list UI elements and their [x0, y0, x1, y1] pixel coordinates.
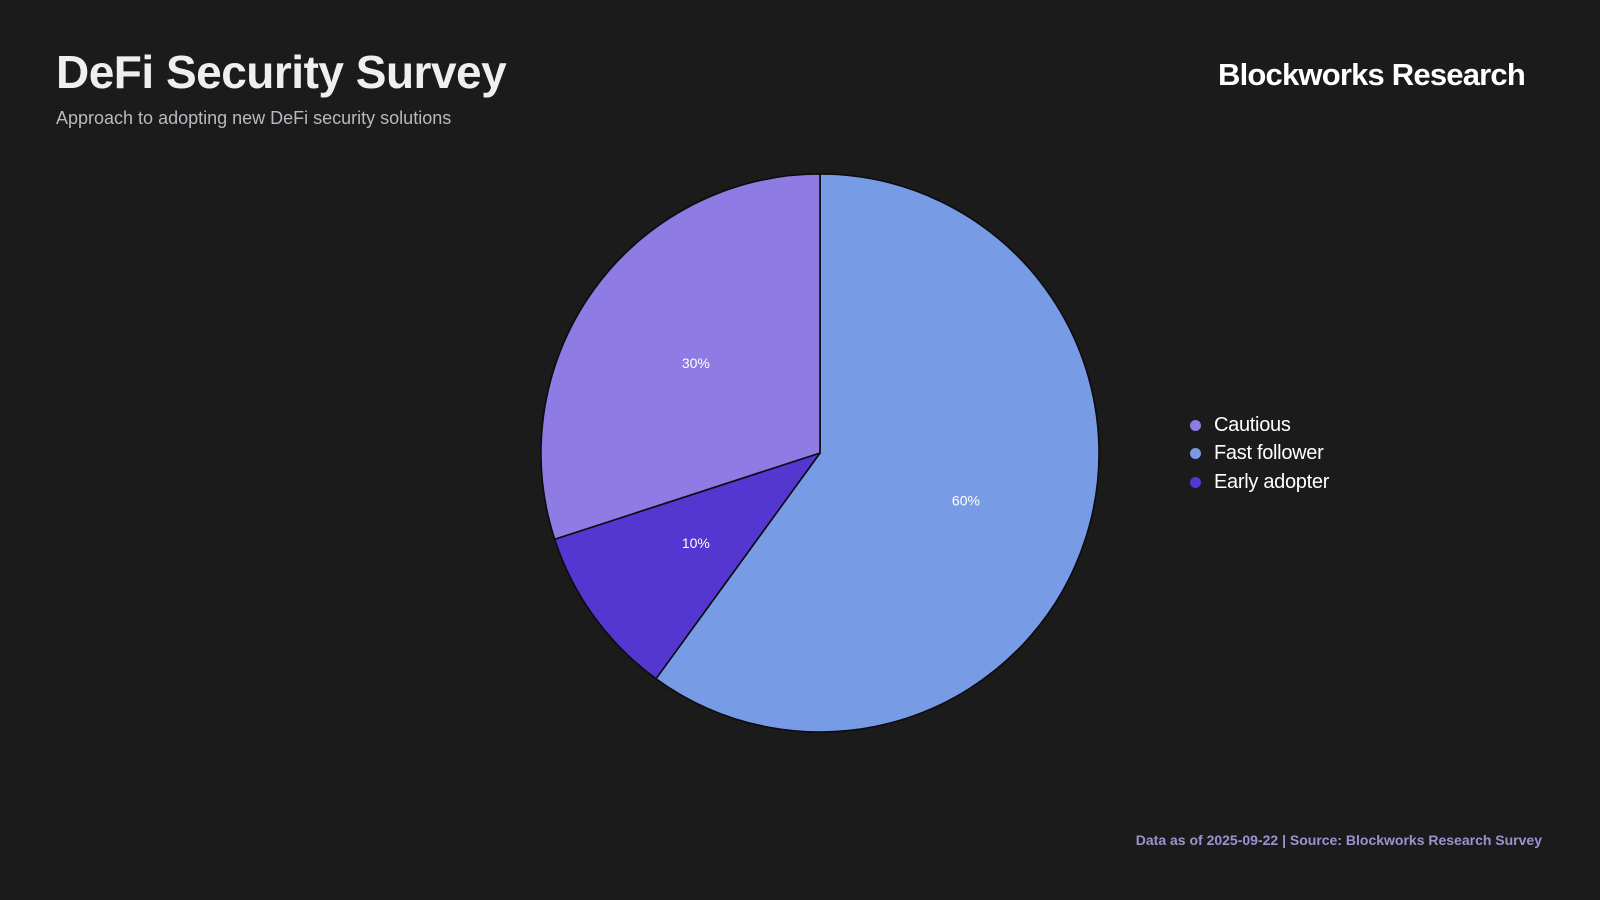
legend-label-cautious: Cautious — [1214, 413, 1291, 436]
legend-item-early-adopter[interactable]: Early adopter — [1190, 468, 1329, 497]
legend-item-fast-follower[interactable]: Fast follower — [1190, 440, 1329, 469]
legend-swatch-cautious — [1190, 419, 1201, 431]
legend: Cautious Fast follower Early adopter — [1190, 411, 1329, 497]
pie-label-early-adopter: 10% — [682, 535, 710, 551]
pie-slices — [540, 173, 1100, 733]
legend-item-cautious[interactable]: Cautious — [1190, 411, 1329, 440]
legend-swatch-fast-follower — [1190, 448, 1201, 460]
legend-label-early-adopter: Early adopter — [1214, 470, 1330, 493]
source-footnote: Data as of 2025-09-22 | Source: Blockwor… — [1135, 832, 1542, 848]
pie-slice-fast-follower — [655, 173, 1100, 733]
pie-label-cautious: 30% — [682, 355, 710, 371]
pie-slice-early-adopter — [553, 452, 821, 680]
pie-labels: 60% 10% 30% — [682, 355, 980, 551]
pie-slice-cautious — [540, 173, 821, 541]
brand-logo: Blockworks Research — [1217, 57, 1526, 92]
legend-swatch-early-adopter — [1190, 476, 1201, 488]
pie-label-fast-follower: 60% — [952, 492, 980, 508]
chart-title: DeFi Security Survey — [56, 46, 507, 98]
legend-label-fast-follower: Fast follower — [1214, 442, 1324, 465]
chart-subtitle: Approach to adopting new DeFi security s… — [56, 108, 452, 128]
